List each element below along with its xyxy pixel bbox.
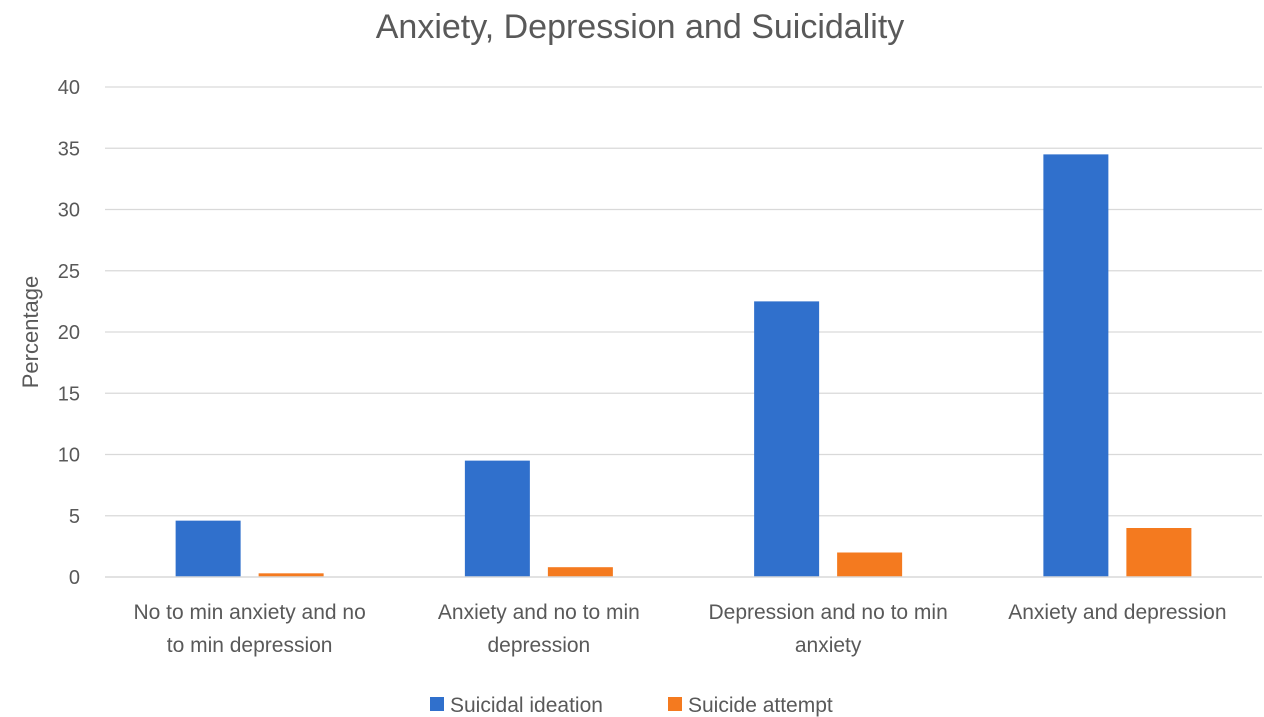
x-category-label: No to min anxiety and no to min depressio… — [133, 601, 365, 657]
legend-label: Suicide attempt — [688, 694, 833, 717]
bar-suicide-attempt — [1126, 528, 1192, 577]
y-tick-label: 40 — [58, 77, 80, 99]
legend-swatch — [668, 697, 682, 711]
x-category-label: Anxiety and no to min depression — [438, 601, 640, 657]
bar-suicidal-ideation — [175, 520, 241, 577]
y-tick-label: 0 — [69, 567, 80, 589]
y-axis-ticks: 0 5 10 15 20 25 30 35 40 — [58, 77, 80, 589]
gridlines — [105, 86, 1262, 517]
y-tick-label: 25 — [58, 261, 80, 283]
legend-label: Suicidal ideation — [450, 694, 603, 717]
bar-suicide-attempt — [547, 567, 613, 577]
bar-suicidal-ideation — [464, 460, 530, 577]
bar-suicidal-ideation — [1043, 154, 1109, 577]
y-tick-label: 30 — [58, 200, 80, 222]
y-tick-label: 20 — [58, 322, 80, 344]
bar-suicide-attempt — [837, 552, 903, 577]
x-category-label: Anxiety and depression — [1008, 601, 1226, 624]
y-tick-label: 10 — [58, 445, 80, 467]
y-axis-label: Percentage — [18, 276, 43, 389]
bars — [175, 154, 1192, 577]
legend-swatch — [430, 697, 444, 711]
y-tick-label: 35 — [58, 138, 80, 160]
y-tick-label: 15 — [58, 383, 80, 405]
legend: Suicidal ideation Suicide attempt — [430, 694, 833, 717]
bar-suicide-attempt — [258, 573, 324, 577]
chart-title: Anxiety, Depression and Suicidality — [376, 8, 905, 46]
bar-suicidal-ideation — [754, 301, 820, 577]
y-tick-label: 5 — [69, 506, 80, 528]
x-axis-categories: No to min anxiety and no to min depressio… — [133, 601, 1226, 657]
x-category-label: Depression and no to min anxiety — [708, 601, 947, 657]
